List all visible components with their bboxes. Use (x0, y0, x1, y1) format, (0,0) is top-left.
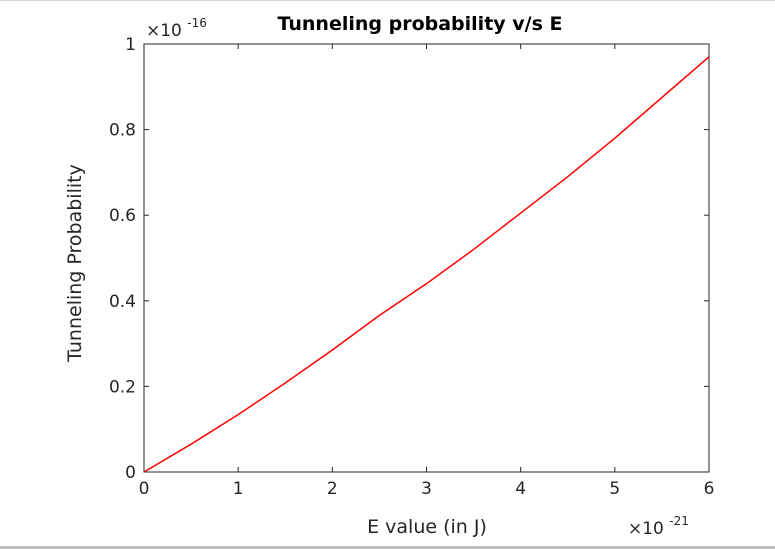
bottom-border (0, 546, 775, 549)
y-tick-label: 0.8 (109, 121, 136, 141)
x-tick-label: 5 (609, 479, 620, 499)
y-tick-label: 0.2 (109, 377, 136, 397)
top-border (0, 0, 775, 1)
x-tick-label: 0 (139, 479, 150, 499)
ticks: 0 1 2 3 4 5 6 0 0.2 0.4 0.6 0.8 1 (109, 35, 714, 499)
y-axis-label: Tunneling Probability (64, 164, 86, 363)
series-layer (143, 56, 710, 473)
axes-box (143, 43, 710, 473)
x-tick-label: 6 (704, 479, 715, 499)
y-tick-label: 0.4 (109, 292, 136, 312)
x-tick-label: 3 (421, 479, 432, 499)
x-tick-label: 2 (327, 479, 338, 499)
x-axis-label: E value (in J) (367, 516, 487, 538)
y-tick-label: 0 (125, 463, 136, 483)
y-multiplier-base: ×10 (146, 21, 182, 41)
chart-title: Tunneling probability v/s E (278, 13, 563, 35)
x-multiplier-exponent: -21 (669, 514, 689, 528)
y-tick-label: 1 (125, 35, 136, 55)
x-multiplier-base: ×10 (628, 519, 664, 539)
x-tick-label: 4 (515, 479, 526, 499)
series-line (143, 56, 710, 473)
y-multiplier: ×10 -16 (146, 16, 207, 41)
plot-area (143, 43, 710, 473)
y-tick-label: 0.6 (109, 206, 136, 226)
y-multiplier-exponent: -16 (187, 16, 207, 30)
x-tick-label: 1 (233, 479, 244, 499)
x-multiplier: ×10 -21 (628, 514, 689, 539)
